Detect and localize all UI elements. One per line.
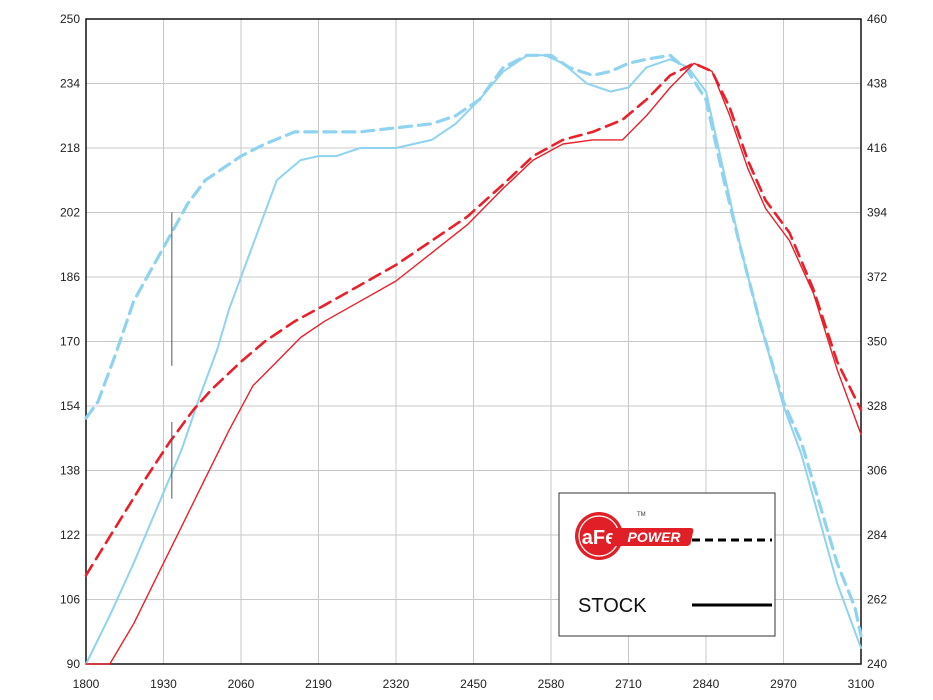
series-line-red-dashed bbox=[84, 61, 863, 577]
x-tick-label: 2450 bbox=[460, 677, 487, 691]
right-axis-ticks: 240 262 284 306 328 350 372 394 416 438 460 bbox=[867, 12, 887, 671]
logo-main-text: aFe bbox=[582, 527, 616, 549]
right-y-tick-label: 306 bbox=[867, 464, 887, 478]
series-line-red-solid bbox=[85, 62, 862, 665]
x-tick-label: 2580 bbox=[538, 677, 565, 691]
right-y-tick-label: 394 bbox=[867, 206, 887, 220]
x-tick-label: 3100 bbox=[848, 677, 875, 691]
x-tick-label: 2970 bbox=[770, 677, 797, 691]
left-y-tick-label: 122 bbox=[60, 528, 80, 542]
logo-sub-text: POWER bbox=[628, 529, 682, 545]
right-y-tick-label: 328 bbox=[867, 399, 887, 413]
series-line-blue-solid bbox=[85, 54, 862, 665]
left-y-tick-label: 250 bbox=[60, 12, 80, 26]
x-tick-label: 1930 bbox=[150, 677, 177, 691]
x-axis-ticks: 1800 1930 2060 2190 2320 2450 2580 2710 2840 2970… bbox=[73, 677, 875, 691]
x-tick-label: 1800 bbox=[73, 677, 100, 691]
left-y-tick-label: 170 bbox=[60, 335, 80, 349]
right-y-tick-label: 262 bbox=[867, 593, 887, 607]
x-tick-label: 2320 bbox=[383, 677, 410, 691]
afe-power-logo: aFe POWER TM bbox=[575, 512, 694, 560]
x-tick-label: 2710 bbox=[615, 677, 642, 691]
left-y-tick-label: 202 bbox=[60, 206, 80, 220]
plot-frame bbox=[85, 18, 862, 665]
legend-stock-label: STOCK bbox=[578, 595, 647, 617]
right-y-tick-label: 240 bbox=[867, 657, 887, 671]
right-y-tick-label: 372 bbox=[867, 270, 887, 284]
right-y-tick-label: 350 bbox=[867, 335, 887, 349]
left-y-tick-label: 138 bbox=[60, 464, 80, 478]
left-y-tick-label: 218 bbox=[60, 141, 80, 155]
x-tick-label: 2060 bbox=[228, 677, 255, 691]
left-y-tick-label: 234 bbox=[60, 77, 80, 91]
left-y-tick-label: 154 bbox=[60, 399, 80, 413]
x-tick-label: 2840 bbox=[693, 677, 720, 691]
right-y-tick-label: 460 bbox=[867, 12, 887, 26]
right-y-tick-label: 438 bbox=[867, 77, 887, 91]
right-y-tick-label: 284 bbox=[867, 528, 887, 542]
logo-tm: TM bbox=[637, 512, 646, 518]
left-y-tick-label: 106 bbox=[60, 593, 80, 607]
left-y-tick-label: 90 bbox=[67, 657, 81, 671]
series-layer bbox=[84, 53, 863, 665]
legend: aFe POWER TM STOCK bbox=[558, 492, 776, 637]
right-y-tick-label: 416 bbox=[867, 141, 887, 155]
left-y-tick-label: 186 bbox=[60, 270, 80, 284]
left-axis-ticks: 90 106 122 138 154 170 186 202 218 234 250 bbox=[60, 12, 80, 671]
x-tick-label: 2190 bbox=[305, 677, 332, 691]
